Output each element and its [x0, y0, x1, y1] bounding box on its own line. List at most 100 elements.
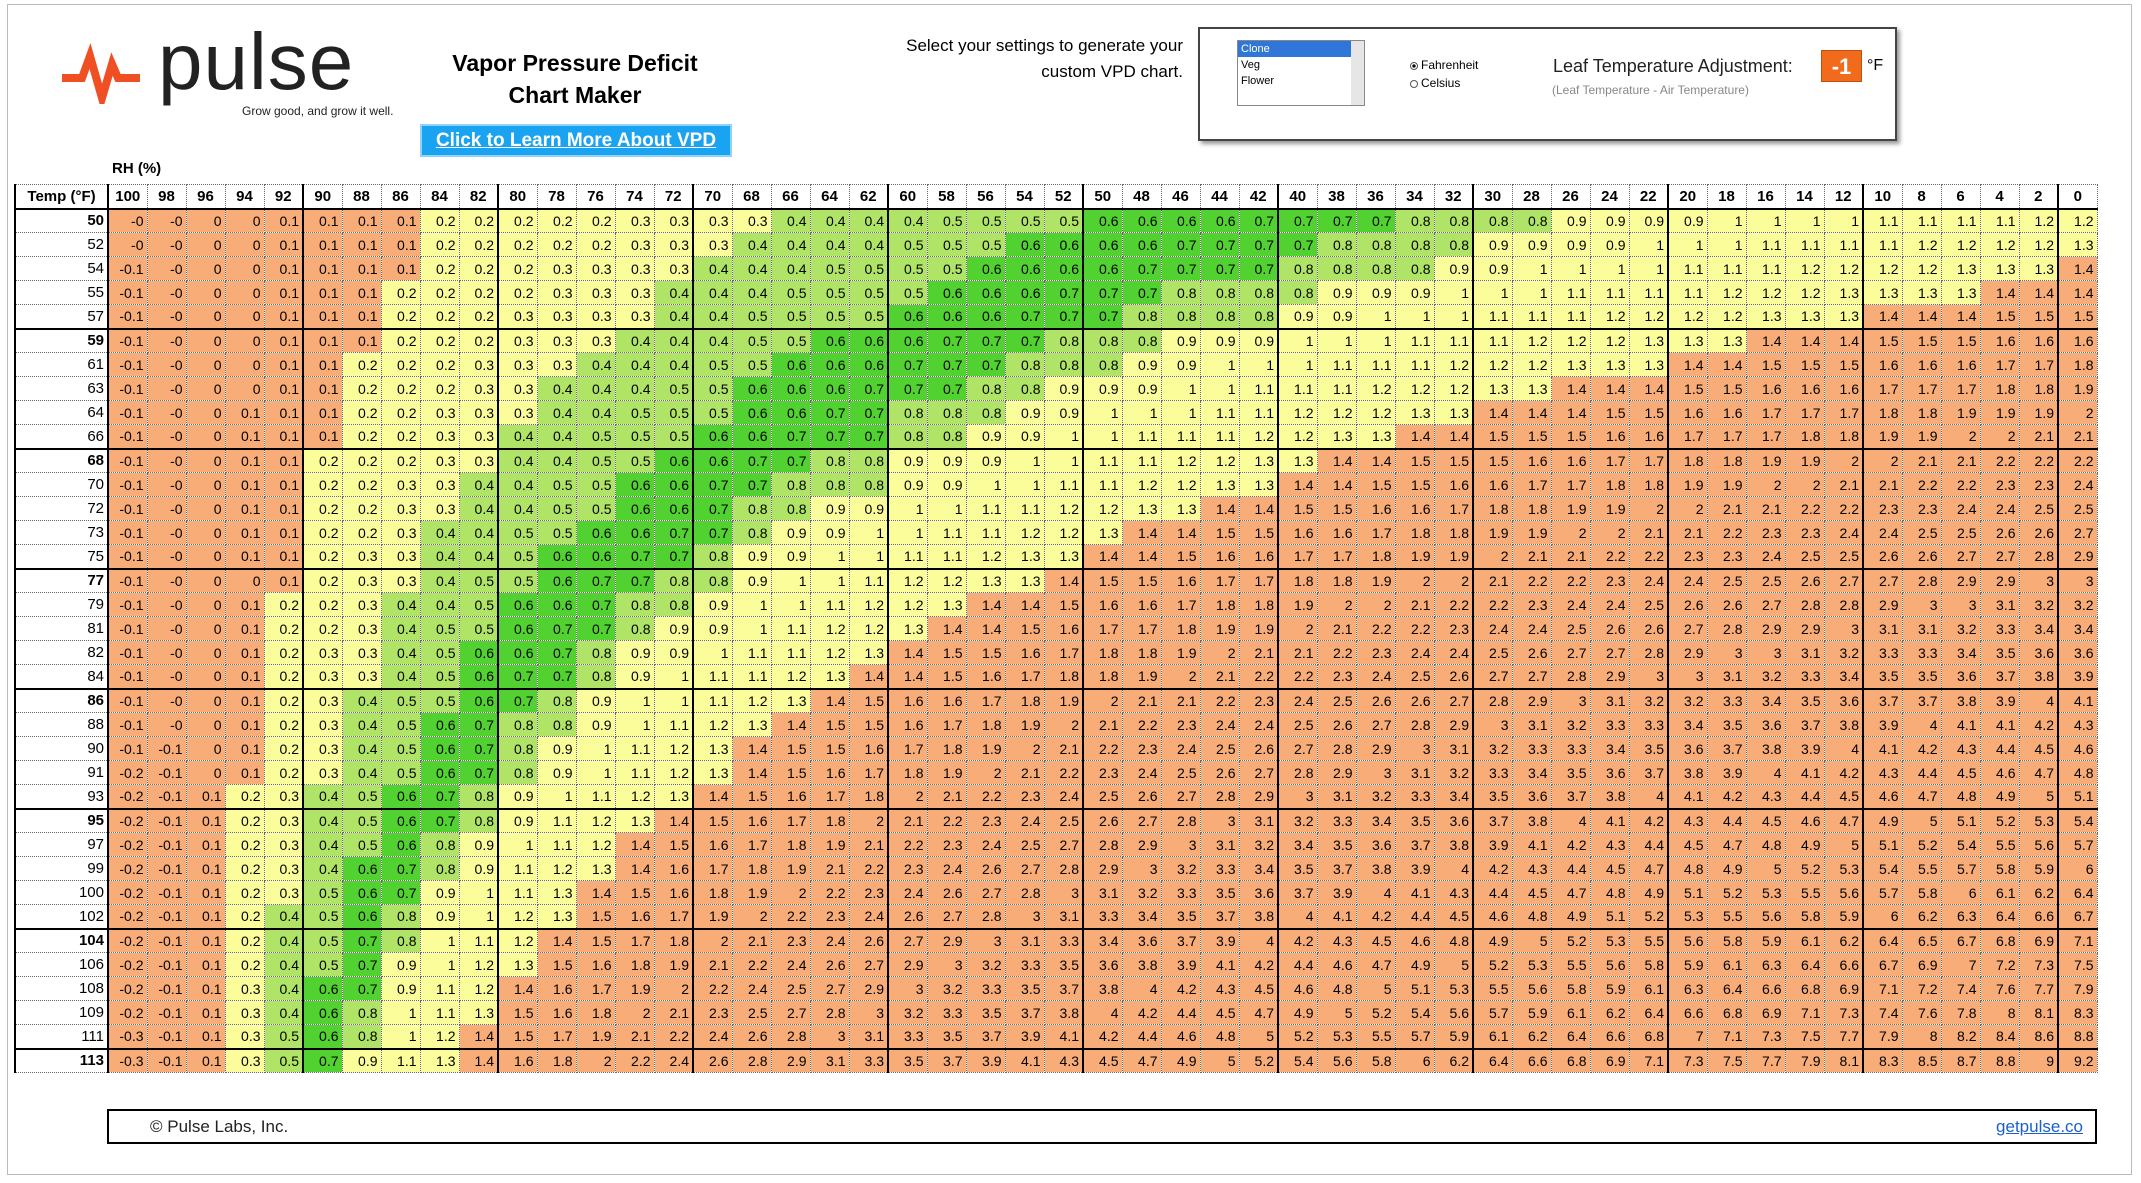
vpd-cell: 6.4: [1706, 976, 1747, 1001]
vpd-cell: 3.5: [1550, 760, 1591, 785]
vpd-cell: 0.9: [458, 856, 499, 881]
rh-header: 0: [2057, 184, 2098, 210]
vpd-cell: 0.8: [1433, 207, 1474, 233]
scrollbar[interactable]: [1351, 41, 1364, 105]
vpd-cell: 1.5: [1121, 567, 1162, 593]
vpd-cell: 1.4: [2018, 280, 2059, 305]
stage-list[interactable]: Clone Veg Flower: [1237, 40, 1365, 106]
vpd-cell: 2.5: [1823, 544, 1864, 569]
vpd-cell: 2.8: [1784, 592, 1825, 617]
vpd-cell: 1.3: [848, 640, 889, 665]
unit-radio[interactable]: Fahrenheit: [1410, 58, 1478, 72]
vpd-cell: 0.6: [965, 280, 1006, 305]
vpd-cell: 0.3: [575, 327, 616, 353]
vpd-cell: 0.1: [263, 207, 304, 233]
vpd-cell: 3.3: [848, 1047, 889, 1073]
vpd-cell: 6: [1394, 1047, 1435, 1073]
vpd-cell: 0.8: [1355, 256, 1396, 281]
vpd-cell: 5.9: [1823, 904, 1864, 929]
vpd-cell: 2.1: [809, 856, 850, 881]
vpd-cell: 3.4: [2057, 616, 2098, 641]
vpd-cell: 3.2: [2018, 592, 2059, 617]
vpd-cell: 0.6: [380, 832, 421, 857]
vpd-cell: 0.3: [458, 424, 499, 449]
vpd-cell: 0.3: [458, 376, 499, 401]
vpd-cell: 1.3: [1667, 327, 1708, 353]
vpd-cell: 1.1: [1940, 207, 1981, 233]
vpd-cell: 4.3: [1862, 760, 1903, 785]
vpd-cell: 1.7: [1745, 424, 1786, 449]
vpd-cell: 0.4: [458, 544, 499, 569]
radio-button[interactable]: [1410, 80, 1418, 88]
vpd-cell: 2.3: [926, 832, 967, 857]
vpd-cell: 0.2: [263, 616, 304, 641]
vpd-cell: 0.7: [653, 520, 694, 545]
unit-radio[interactable]: Celsius: [1410, 76, 1460, 90]
vpd-cell: -0.1: [146, 736, 187, 761]
vpd-cell: 1.7: [1511, 472, 1552, 497]
vpd-cell: 2.1: [2018, 424, 2059, 449]
vpd-cell: 0.4: [341, 712, 382, 737]
stage-option[interactable]: Clone: [1238, 41, 1364, 57]
temp-label: 91: [14, 760, 109, 785]
stage-option[interactable]: Flower: [1241, 75, 1275, 87]
vpd-cell: 3: [1550, 687, 1591, 713]
vpd-cell: 7.3: [1745, 1024, 1786, 1049]
website-link[interactable]: getpulse.co: [1996, 1117, 2083, 1136]
vpd-cell: 3.4: [1433, 784, 1474, 809]
vpd-cell: 0.5: [848, 256, 889, 281]
vpd-cell: 0.8: [848, 472, 889, 497]
vpd-cell: 0.5: [653, 376, 694, 401]
vpd-cell: 2.3: [1784, 520, 1825, 545]
vpd-cell: -0.1: [146, 1024, 187, 1049]
vpd-cell: 5.6: [1823, 880, 1864, 905]
radio-button[interactable]: [1410, 62, 1418, 70]
vpd-cell: 3.3: [1394, 784, 1435, 809]
vpd-cell: 0.1: [224, 616, 265, 641]
vpd-cell: 0.3: [380, 520, 421, 545]
vpd-cell: 0.3: [536, 352, 577, 377]
vpd-cell: 1.2: [887, 592, 928, 617]
vpd-cell: 3.5: [1901, 664, 1942, 689]
vpd-cell: 3.4: [1082, 927, 1123, 953]
vpd-cell: 1.1: [692, 687, 733, 713]
learn-more-button[interactable]: Click to Learn More About VPD: [420, 124, 732, 157]
vpd-cell: 0.6: [302, 1024, 343, 1049]
vpd-cell: 1.5: [1706, 376, 1747, 401]
vpd-cell: 0.8: [965, 400, 1006, 425]
vpd-cell: 0.2: [419, 327, 460, 353]
rh-header: 28: [1511, 184, 1552, 210]
vpd-cell: 0.7: [1199, 256, 1240, 281]
vpd-cell: 5.7: [2057, 832, 2098, 857]
vpd-cell: 0.3: [419, 447, 460, 473]
vpd-cell: 2.3: [1511, 592, 1552, 617]
leaf-adjust-value[interactable]: -1: [1821, 50, 1862, 82]
vpd-cell: 3: [848, 1000, 889, 1025]
stage-option[interactable]: Veg: [1241, 59, 1260, 71]
vpd-cell: 2.2: [1238, 664, 1279, 689]
vpd-cell: -0.1: [107, 544, 148, 569]
vpd-cell: 1.3: [1433, 400, 1474, 425]
vpd-cell: 4.3: [1745, 784, 1786, 809]
vpd-cell: 1.8: [1862, 400, 1903, 425]
vpd-cell: 5.6: [1316, 1047, 1357, 1073]
vpd-cell: -0: [146, 376, 187, 401]
vpd-cell: 2.1: [653, 1000, 694, 1025]
vpd-cell: 6.1: [1706, 952, 1747, 977]
vpd-cell: 0.1: [302, 280, 343, 305]
vpd-cell: 0.3: [692, 232, 733, 257]
vpd-cell: 0.1: [263, 376, 304, 401]
vpd-cell: 1.9: [1394, 544, 1435, 569]
rh-header: 50: [1082, 184, 1123, 210]
vpd-cell: 6.8: [1550, 1047, 1591, 1073]
data-row: 79 -0.1 -0 0 0.1 0.2 0.2 0.3 0.4 0.4 0.5 0.6 0.6 0.7 0…: [14, 592, 2098, 617]
vpd-cell: 2.4: [1940, 496, 1981, 521]
vpd-cell: 7.3: [1823, 1000, 1864, 1025]
logo: pulse: [158, 17, 355, 106]
vpd-cell: 2.4: [809, 927, 850, 953]
vpd-cell: 1.3: [497, 952, 538, 977]
vpd-cell: 4.1: [1940, 712, 1981, 737]
vpd-cell: 1.6: [1706, 400, 1747, 425]
vpd-cell: 3.1: [1316, 784, 1357, 809]
vpd-cell: 5.9: [1433, 1024, 1474, 1049]
